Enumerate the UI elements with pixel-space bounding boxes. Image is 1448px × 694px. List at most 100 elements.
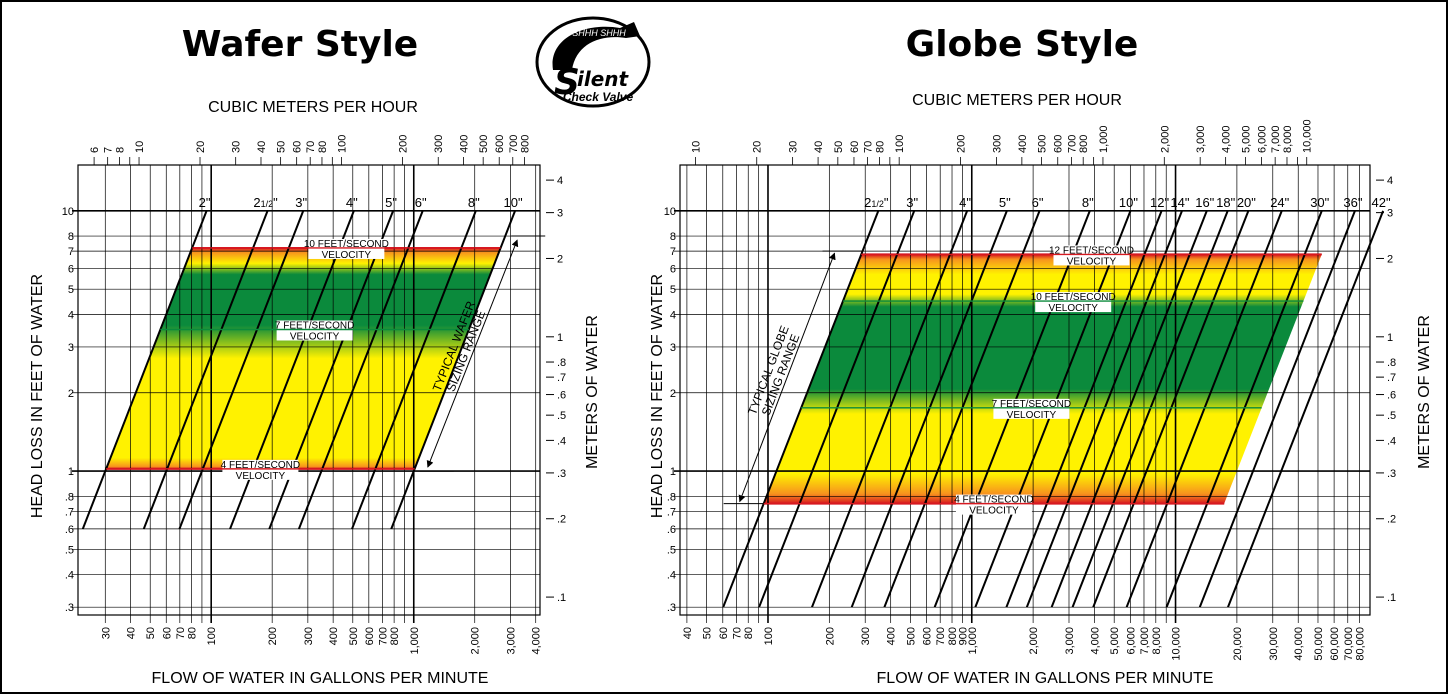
globe-x-tick-label: 80: [743, 627, 755, 639]
wafer-y-tick-label: .3: [65, 602, 74, 614]
globe-x-tick-label: 2,000: [1028, 627, 1040, 655]
wafer-x-tick-label: 1,000: [409, 627, 421, 655]
globe-top-tick-label: 800: [1078, 135, 1090, 153]
wafer-x-tick-label: 600: [364, 627, 376, 645]
globe-top-tick-label: 500: [1037, 135, 1049, 153]
globe-series-line: [1071, 210, 1229, 608]
wafer-series-label: 8": [468, 195, 480, 210]
wafer-series-line: [298, 210, 424, 530]
globe-velocity-label-sub: VELOCITY: [1048, 303, 1098, 314]
flow-arrow-icon: [552, 22, 640, 70]
globe-y-tick-label: .3: [667, 602, 676, 614]
wafer-top-tick-label: 40: [256, 141, 268, 153]
globe-series-label: 20": [1237, 195, 1256, 210]
globe-top-tick-label: 7,000: [1270, 125, 1282, 153]
globe-y-tick-label: 4: [670, 309, 676, 321]
wafer-top-tick-label: 200: [398, 135, 410, 153]
globe-x-tick-label: 100: [763, 627, 775, 645]
globe-y-axis-label: HEAD LOSS IN FEET OF WATER: [649, 274, 666, 518]
globe-top-tick-label: 300: [991, 135, 1003, 153]
globe-series-label: 10": [1119, 195, 1138, 210]
globe-x-tick-label: 70: [731, 627, 743, 639]
wafer-x-tick-label: 500: [348, 627, 360, 645]
globe-top-tick-label: 200: [956, 135, 968, 153]
wafer-y-tick-label: 3: [68, 342, 74, 354]
globe-right-tick-label: .5: [1387, 410, 1396, 422]
wafer-top-tick-label: 60: [292, 141, 304, 153]
wafer-x-tick-label: 70: [175, 627, 187, 639]
globe-velocity-label-box: [955, 494, 1032, 515]
wafer-top-tick-label: 100: [337, 135, 349, 153]
globe-x-tick-label: 40,000: [1293, 627, 1305, 661]
globe-right-tick-label: .3: [1387, 468, 1396, 480]
globe-x-tick-label: 50: [702, 627, 714, 639]
globe-x-tick-label: 30,000: [1268, 627, 1280, 661]
wafer-top-tick-label: 50: [276, 141, 288, 153]
globe-top-axis-label: CUBIC METERS PER HOUR: [912, 92, 1122, 109]
globe-y-tick-label: 6: [670, 264, 676, 276]
wafer-velocity-label-box: [276, 320, 353, 341]
globe-top-tick-label: 10: [690, 141, 702, 153]
wafer-x-tick-label: 200: [267, 627, 279, 645]
wafer-x-tick-label: 800: [389, 627, 401, 645]
wafer-velocity-label-sub: VELOCITY: [236, 471, 286, 482]
globe-velocity-label-box: [993, 398, 1070, 419]
wafer-y-tick-label: .5: [65, 544, 74, 556]
wafer-right-tick-label: .2: [557, 514, 566, 526]
globe-top-tick-label: 8,000: [1282, 125, 1294, 153]
wafer-right-axis-label: METERS OF WATER: [584, 315, 601, 469]
globe-series-label: 18": [1216, 195, 1235, 210]
globe-velocity-label: 12 FEET/SECOND: [1049, 245, 1134, 256]
globe-series-label: 4": [959, 195, 971, 210]
wafer-top-axis-label: CUBIC METERS PER HOUR: [208, 99, 418, 116]
globe-plot-frame: [679, 164, 1371, 616]
globe-x-axis-label: FLOW OF WATER IN GALLONS PER MINUTE: [877, 670, 1214, 687]
wafer-x-tick-label: 30: [100, 627, 112, 639]
globe-right-tick-label: 4: [1387, 175, 1393, 187]
silent-check-valve-logo: SHHH SHHH S ilent Check Valve: [535, 16, 651, 108]
globe-series-label: 14": [1170, 195, 1189, 210]
globe-y-tick-label: 5: [670, 284, 676, 296]
wafer-series-label: 6": [415, 195, 427, 210]
globe-velocity-label: 10 FEET/SECOND: [1031, 292, 1116, 303]
wafer-top-tick-label: 500: [478, 135, 490, 153]
globe-top-tick-label: 700: [1066, 135, 1078, 153]
globe-top-tick-label: 6,000: [1257, 125, 1269, 153]
wafer-x-tick-label: 2,000: [470, 627, 482, 655]
globe-velocity-label-box: [1035, 292, 1112, 313]
globe-x-tick-label: 700: [935, 627, 947, 645]
wafer-velocity-label: 7 FEET/SECOND: [275, 321, 354, 332]
globe-x-tick-label: 400: [886, 627, 898, 645]
globe-x-tick-label: 5,000: [1109, 627, 1121, 655]
globe-y-tick-label: 2: [670, 388, 676, 400]
globe-right-tick-label: 3: [1387, 208, 1393, 220]
wafer-y-tick-label: 1: [68, 466, 74, 478]
wafer-y-tick-label: 7: [68, 246, 74, 258]
globe-top-tick-label: 100: [894, 135, 906, 153]
wafer-x-tick-label: 60: [161, 627, 173, 639]
globe-y-tick-label: .4: [667, 570, 676, 582]
wafer-x-tick-label: 700: [377, 627, 389, 645]
globe-x-tick-label: 7,000: [1139, 627, 1151, 655]
globe-velocity-label-sub: VELOCITY: [1007, 410, 1057, 421]
globe-top-tick-label: 2,000: [1159, 125, 1171, 153]
globe-x-tick-label: 8,000: [1151, 627, 1163, 655]
wafer-right-tick-label: .8: [557, 357, 566, 369]
globe-y-tick-label: 10: [664, 206, 676, 218]
globe-series-label: 42": [1372, 195, 1391, 210]
globe-series-line: [883, 210, 1041, 608]
wafer-top-tick-label: 70: [305, 141, 317, 153]
wafer-chart: 30 40 50 60 70 80 100 200 300 400 500 600 700 800 1,00…: [62, 135, 566, 655]
wafer-series-line: [178, 210, 305, 530]
globe-series-label: 8": [1082, 195, 1094, 210]
wafer-top-tick-label: 30: [231, 141, 243, 153]
globe-right-tick-label: 1: [1387, 332, 1393, 344]
wafer-top-tick-label: 20: [195, 141, 207, 153]
wafer-right-tick-label: .3: [557, 468, 566, 480]
globe-top-tick-label: 4,000: [1221, 125, 1233, 153]
globe-series-line: [811, 210, 969, 608]
wafer-y-tick-label: 8: [68, 231, 74, 243]
globe-title: Globe Style: [906, 24, 1139, 65]
globe-top-tick-label: 1,000: [1098, 125, 1110, 153]
